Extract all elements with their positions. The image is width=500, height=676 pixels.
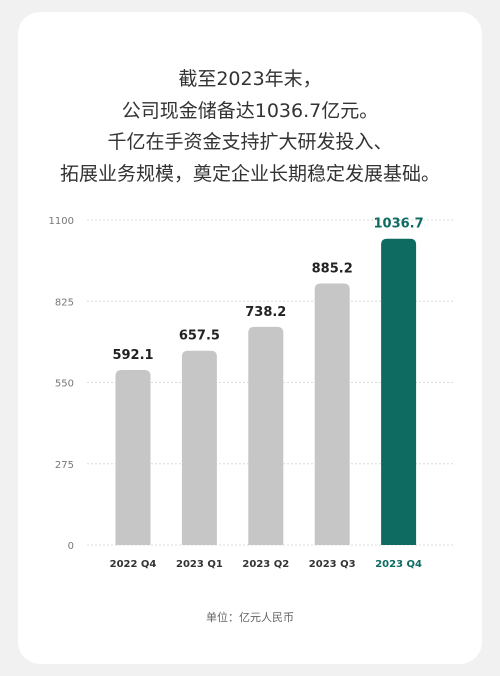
chart-card: 截至2023年末， 公司现金储备达1036.7亿元。 千亿在手资金支持扩大研发投… — [18, 12, 482, 664]
x-tick-label-3: 2023 Q3 — [309, 559, 356, 570]
data-label-2: 738.2 — [245, 305, 286, 320]
y-tick-label-2: 550 — [55, 379, 74, 390]
y-tick-label-1: 275 — [55, 460, 74, 471]
data-label-1: 657.5 — [179, 329, 220, 344]
y-tick-label-4: 1100 — [49, 216, 74, 227]
bar-2 — [248, 326, 284, 545]
headline-line-3: 千亿在手资金支持扩大研发投入、 — [107, 131, 393, 153]
data-label-4: 1036.7 — [374, 217, 424, 232]
bar-0 — [115, 370, 151, 545]
x-tick-label-4: 2023 Q4 — [375, 559, 422, 570]
x-tick-label-0: 2022 Q4 — [110, 559, 157, 570]
x-tick-label-1: 2023 Q1 — [176, 559, 223, 570]
bar-4 — [381, 238, 417, 545]
data-label-3: 885.2 — [312, 261, 353, 276]
headline-line-4: 拓展业务规模，奠定企业长期稳定发展基础。 — [59, 162, 440, 185]
bar-chart: 0 275 550 825 1100 592.1 2022 Q4 657.5 2023 Q1 73… — [49, 216, 454, 570]
bar-3 — [314, 283, 350, 545]
y-tick-label-3: 825 — [55, 297, 74, 308]
headline-line-2: 公司现金储备达1036.7亿元。 — [121, 99, 379, 122]
data-label-0: 592.1 — [112, 348, 153, 363]
headline: 截至2023年末， 公司现金储备达1036.7亿元。 千亿在手资金支持扩大研发投… — [18, 64, 482, 190]
bar-1 — [181, 350, 217, 545]
x-tick-label-2: 2023 Q2 — [242, 559, 289, 570]
unit-note: 单位：亿元人民币 — [206, 611, 294, 624]
headline-line-1: 截至2023年末， — [178, 68, 322, 90]
y-tick-label-0: 0 — [68, 541, 74, 552]
